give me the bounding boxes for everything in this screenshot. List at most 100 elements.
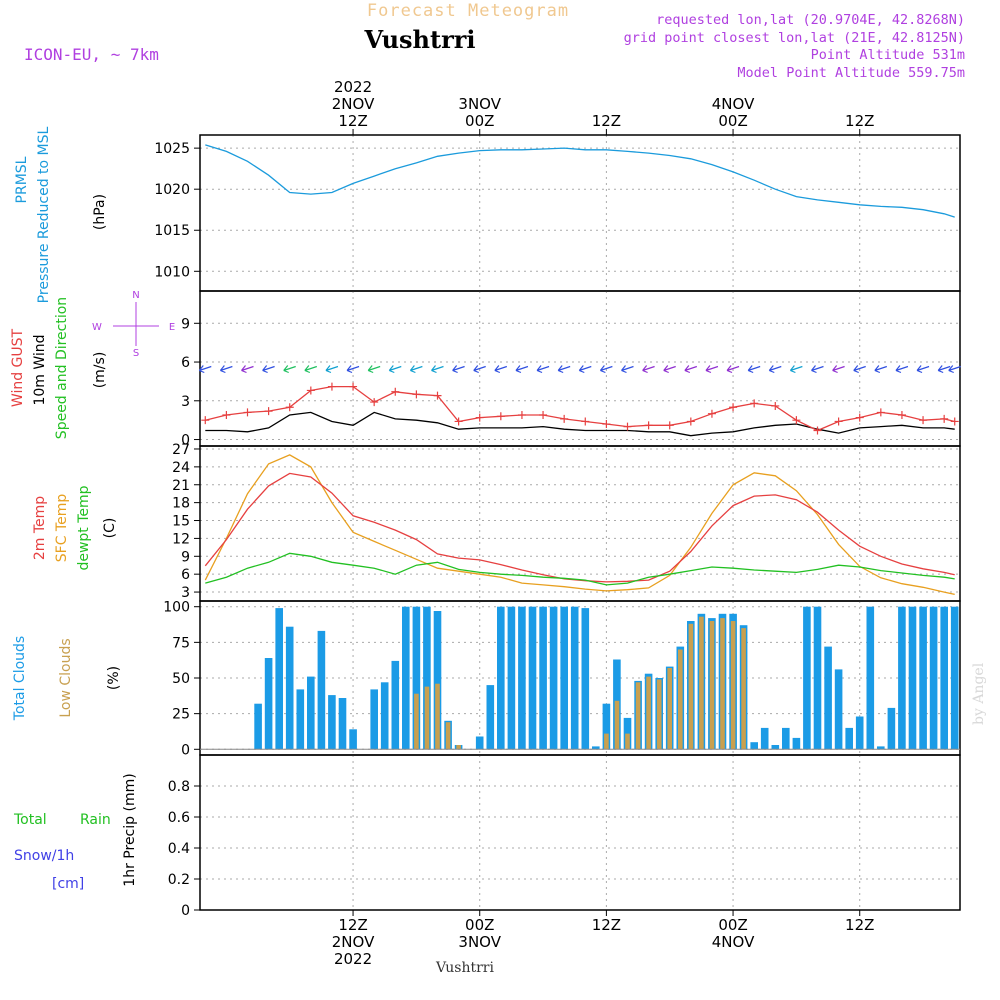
gust-marker [391, 387, 400, 396]
gust-marker [940, 414, 949, 423]
total-cloud-bar [307, 676, 315, 750]
temp-panel-labels: 2m Temp SFC Temp dewpt Temp (C) [32, 485, 118, 570]
gust-marker [792, 416, 801, 425]
wind-ytick-label: 6 [181, 355, 190, 371]
top-time-label: 12Z [592, 112, 621, 130]
low-cloud-bar [614, 700, 620, 750]
low-cloud-bar [667, 668, 672, 750]
credit-label: by Angel [971, 662, 987, 725]
gust-marker [243, 408, 252, 417]
wind-direction-arrow [747, 365, 761, 374]
gust-marker [475, 413, 484, 422]
gust-marker [264, 407, 273, 416]
total-cloud-bar [792, 737, 801, 750]
dewpoint-series [205, 552, 955, 586]
gust-marker [707, 409, 716, 418]
total-cloud-bar [486, 685, 495, 750]
snow-unit-label: [cm] [52, 876, 84, 892]
total-cloud-bar [264, 658, 273, 750]
requested-coords: requested lon,lat (20.9704E, 42.8268N) [656, 12, 965, 28]
low-clouds-label: Low Clouds [58, 638, 74, 717]
low-cloud-bar [656, 679, 662, 750]
bottom-time-label: 12Z [592, 916, 621, 934]
total-cloud-bar [824, 646, 832, 750]
total-cloud-bar [782, 727, 790, 750]
gust-marker [222, 411, 231, 419]
wind-direction-arrow [948, 365, 961, 374]
total-cloud-bar [929, 606, 938, 750]
total-cloud-bar [919, 606, 927, 750]
total-cloud-bar [475, 736, 484, 750]
wind-direction-arrow [578, 365, 592, 374]
total-cloud-bar [370, 689, 378, 750]
cloud-unit-label: (%) [106, 666, 122, 690]
total-cloud-bar [539, 606, 547, 750]
wind-direction-arrow [262, 365, 275, 374]
gust-marker [950, 417, 959, 426]
pressure-ytick-label: 1025 [154, 141, 190, 157]
prmsl-desc-label: Pressure Reduced to MSL [36, 126, 52, 303]
precip-frame [199, 754, 961, 911]
gust-marker [285, 403, 294, 412]
top-time-label: 12Z [845, 112, 874, 130]
precip-panel: 0 0.2 0.4 0.6 0.8 [168, 754, 961, 919]
wind-direction-arrow [473, 365, 486, 374]
temp-ytick-label: 21 [172, 478, 190, 494]
total-cloud-bar [507, 606, 516, 750]
total-cloud-bar [317, 630, 326, 750]
gust-marker [897, 411, 906, 419]
gridpoint-coords: grid point closest lon,lat (21E, 42.8125… [624, 30, 965, 46]
wind-gust-series [205, 385, 955, 432]
low-cloud-bar [424, 686, 430, 750]
sfc-temp-series [204, 454, 955, 596]
clouds-ytick-label: 25 [172, 707, 190, 723]
top-time-label: 4NOV [712, 95, 755, 113]
wind-direction-arrow [367, 365, 381, 374]
total-cloud-bar [834, 669, 843, 750]
t2m-label: 2m Temp [32, 496, 48, 560]
gust-marker [644, 421, 653, 430]
gust-marker [327, 382, 336, 391]
location-title: Vushtrri [364, 25, 476, 54]
gust-marker [665, 421, 674, 430]
wind-direction-arrow [811, 365, 824, 374]
gust-marker [834, 417, 843, 426]
model-label: ICON-EU, ~ 7km [24, 45, 159, 64]
bottom-time-label: 12Z [338, 916, 367, 934]
temp-ytick-label: 3 [181, 585, 190, 601]
total-cloud-bar [581, 608, 590, 750]
total-cloud-bar [570, 606, 579, 750]
total-cloud-bar [518, 606, 526, 750]
total-cloud-bar [908, 606, 917, 750]
total-cloud-bar [402, 606, 410, 750]
total-cloud-bar [275, 608, 283, 750]
gust-marker [517, 411, 526, 419]
wind-direction-arrow [409, 365, 423, 374]
pressure-panel-labels: PRMSL Pressure Reduced to MSL (hPa) [14, 126, 108, 303]
precip-ytick-label: 0.8 [168, 779, 190, 795]
total-cloud-bar [950, 606, 959, 750]
total-cloud-bar [380, 682, 389, 750]
wind-direction-arrow [536, 365, 550, 374]
gust-marker [349, 382, 358, 391]
gust-marker [771, 401, 780, 410]
wind-direction-arrow [346, 365, 360, 374]
bottom-time-label: 3NOV [458, 933, 501, 951]
wind-direction-arrow [515, 365, 529, 374]
bottom-time-label: 4NOV [712, 933, 755, 951]
gust-marker [201, 416, 210, 425]
bottom-time-label: 2022 [334, 950, 372, 968]
gust-marker [496, 412, 505, 421]
pressure-ytick-label: 1015 [154, 223, 190, 239]
wind-panel-labels: Wind GUST 10m Wind Speed and Direction (… [10, 290, 175, 439]
wind-speed-series [205, 411, 955, 437]
wind-direction-arrow [325, 365, 339, 374]
precip-ytick-label: 0.6 [168, 810, 190, 826]
low-cloud-bar [456, 745, 461, 750]
total-cloud-bar [866, 606, 875, 750]
bottom-time-label: 12Z [845, 916, 874, 934]
wind-direction-arrow [895, 365, 909, 374]
low-cloud-bar [604, 733, 609, 750]
gust-marker [855, 413, 864, 422]
